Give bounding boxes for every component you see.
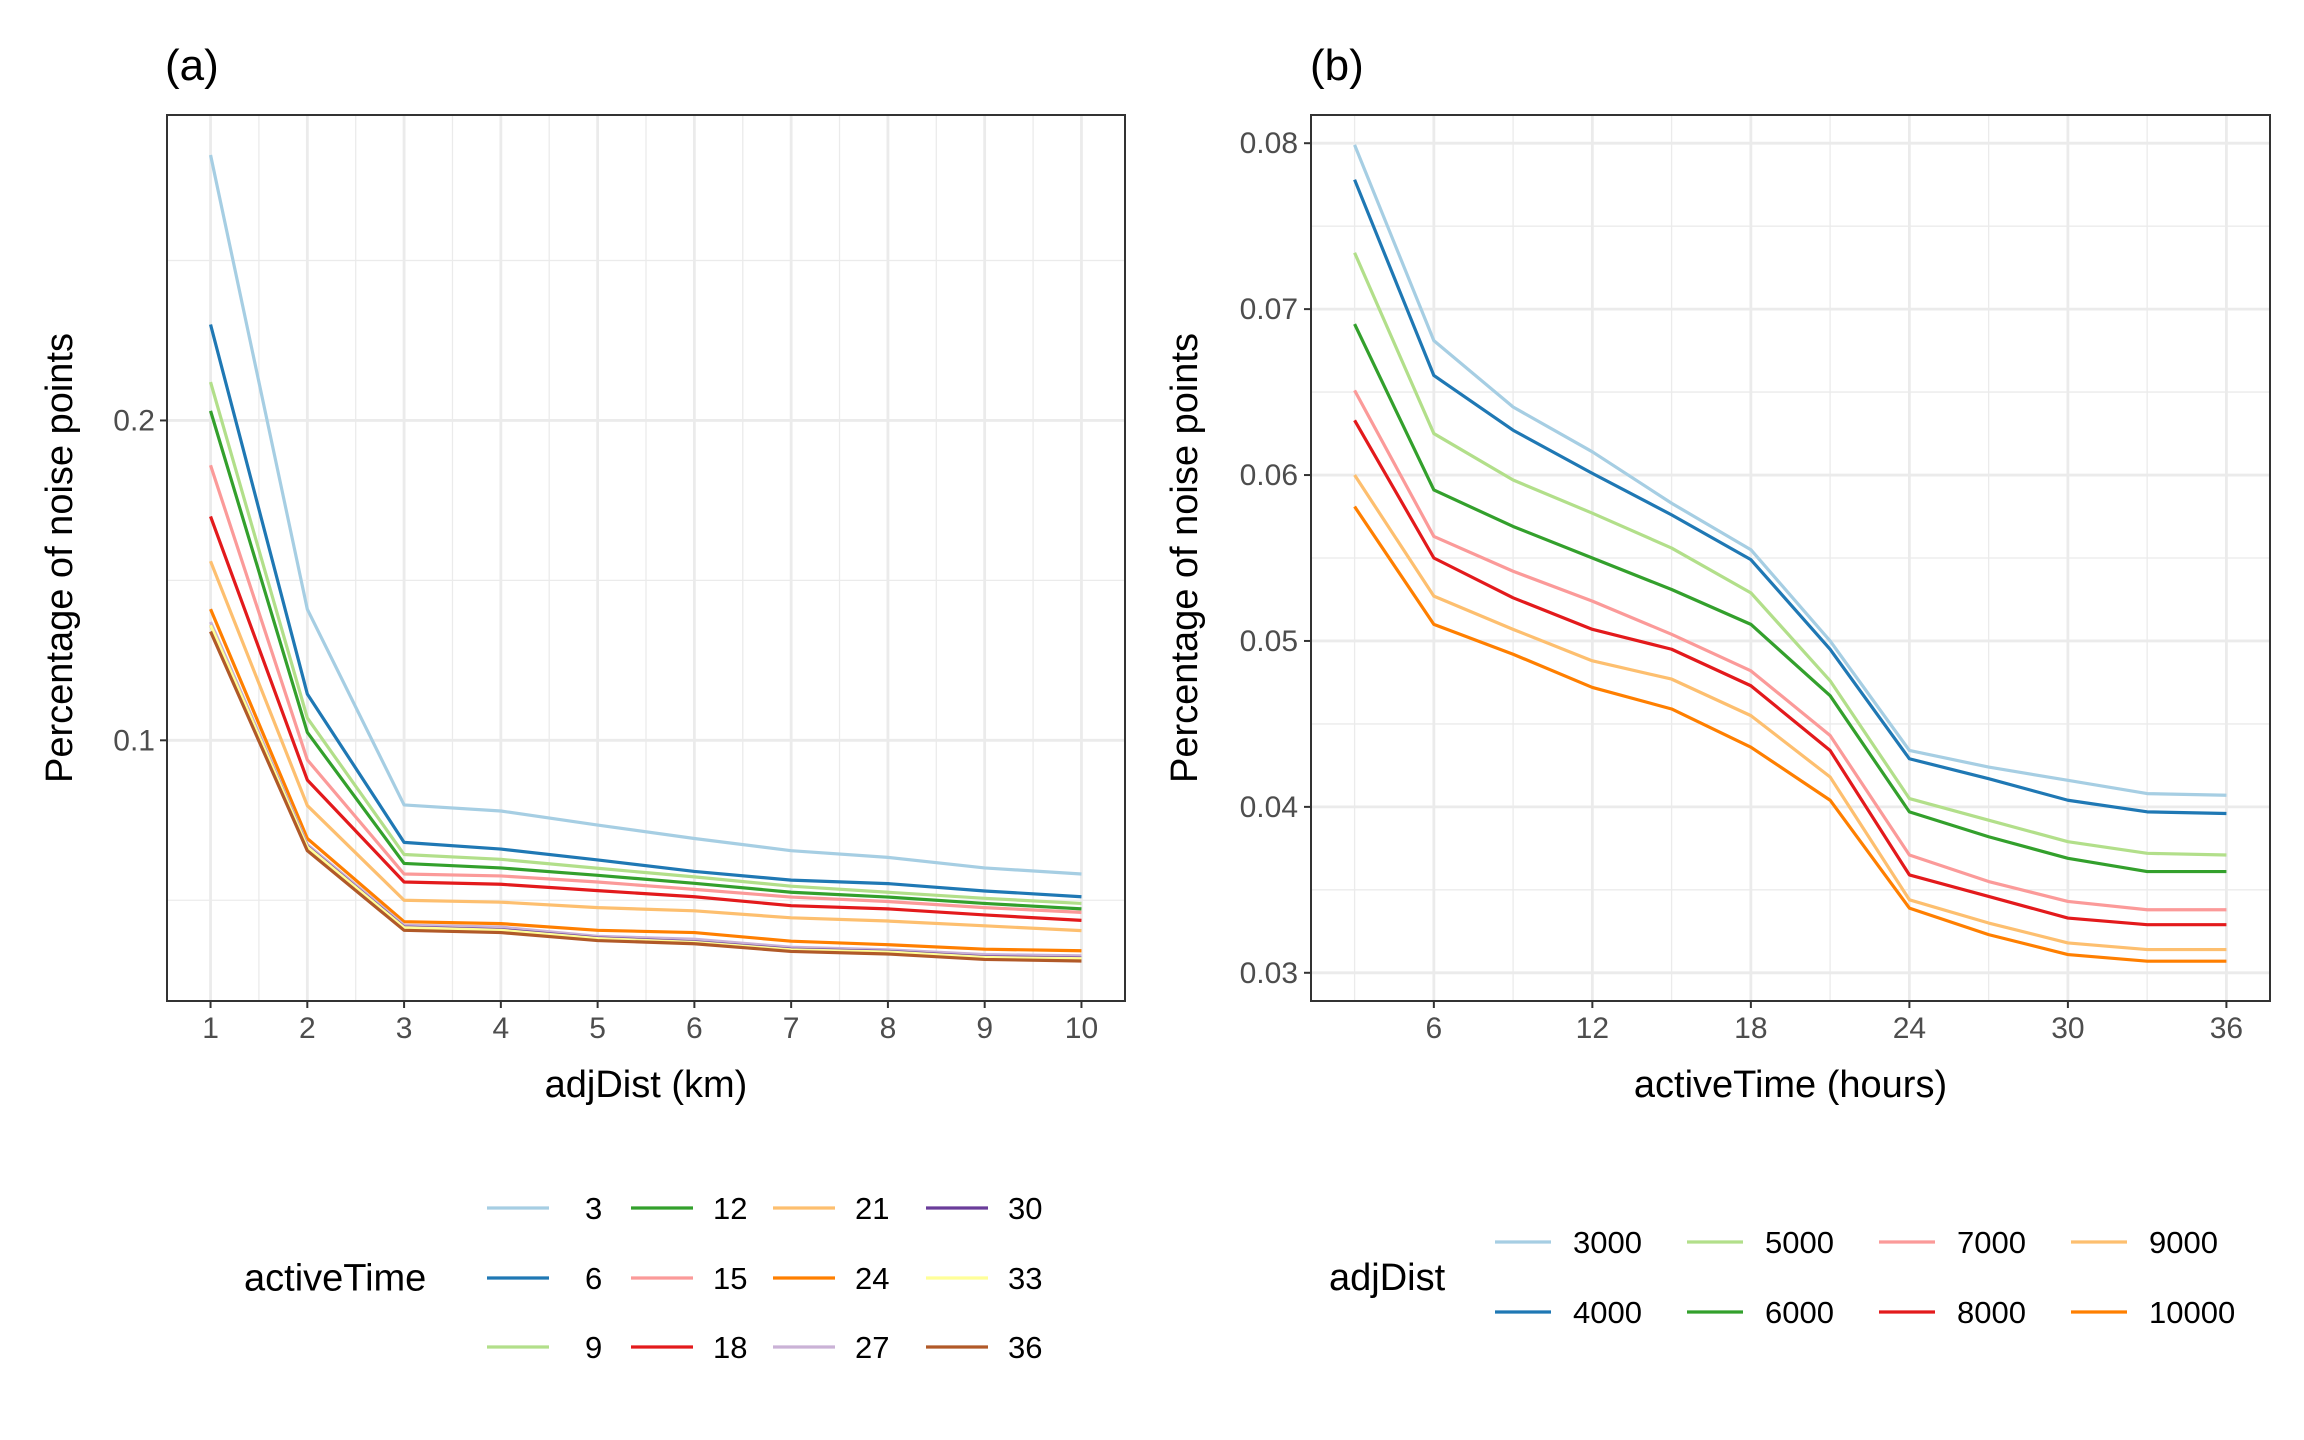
- x-tick-label: 24: [1893, 1012, 1926, 1045]
- legend-label: 21: [855, 1191, 889, 1226]
- legend-item: 15: [631, 1261, 747, 1296]
- legend-label: 6: [585, 1261, 602, 1296]
- series-line-15: [209, 464, 1082, 914]
- legend-label: 30: [1008, 1191, 1042, 1226]
- panel-border: [166, 114, 1126, 1002]
- legend-label: 8000: [1957, 1295, 2026, 1330]
- legend-item: 9: [487, 1330, 602, 1365]
- legend-label: 9: [585, 1330, 602, 1365]
- legend-item: 18: [631, 1330, 747, 1365]
- legend-label: 24: [855, 1261, 889, 1296]
- series-line-6000: [1353, 323, 2227, 874]
- x-tick-label: 9: [976, 1012, 993, 1045]
- series-line-6: [208, 324, 1082, 899]
- x-tick-label: 2: [299, 1012, 316, 1045]
- legend-label: 9000: [2149, 1225, 2218, 1260]
- legend-title: activeTime: [244, 1258, 426, 1300]
- x-tick-label: 8: [880, 1012, 897, 1045]
- y-tick-label: 0.07: [1240, 293, 1298, 326]
- series-line-8000: [1353, 419, 2227, 927]
- series-line-5000: [1353, 252, 2227, 857]
- y-axis-title: Percentage of noise points: [1164, 333, 1206, 783]
- legend-item: 36: [926, 1330, 1042, 1365]
- x-tick-label: 36: [2210, 1012, 2243, 1045]
- series-line-7000: [1353, 389, 2227, 912]
- legend-label: 36: [1008, 1330, 1042, 1365]
- y-tick-label: 0.05: [1240, 625, 1298, 658]
- x-tick-label: 3: [396, 1012, 413, 1045]
- legend-label: 18: [713, 1330, 747, 1365]
- panel-label: (b): [1310, 41, 1364, 90]
- legend-label: 5000: [1765, 1225, 1834, 1260]
- legend-label: 6000: [1765, 1295, 1834, 1330]
- series-line-21: [209, 560, 1082, 933]
- y-axis-title: Percentage of noise points: [39, 333, 81, 783]
- panel-border: [1310, 114, 2271, 1002]
- series-line-3000: [1353, 144, 2227, 797]
- y-tick-label: 0.04: [1240, 791, 1298, 824]
- legend-item: 3: [487, 1191, 602, 1226]
- legend-title: adjDist: [1329, 1257, 1446, 1299]
- x-tick-label: 4: [493, 1012, 510, 1045]
- panel-label: (a): [165, 41, 219, 90]
- legend-item: 8000: [1879, 1295, 2026, 1330]
- legend-label: 33: [1008, 1261, 1042, 1296]
- x-tick-label: 6: [1426, 1012, 1443, 1045]
- legend-item: 21: [773, 1191, 889, 1226]
- series-line-4000: [1353, 179, 2227, 816]
- x-axis-title: activeTime (hours): [1634, 1064, 1947, 1106]
- series-line-9: [209, 381, 1082, 906]
- series-line-36: [209, 630, 1082, 963]
- series-line-10000: [1353, 505, 2227, 963]
- series-line-9000: [1353, 474, 2227, 952]
- legend: adjDist 3000 4000 5000 6000 7000 8000 9000 10000: [1329, 1225, 2235, 1330]
- y-tick-label: 0.2: [113, 404, 155, 437]
- legend-item: 3000: [1495, 1225, 1642, 1260]
- legend-label: 3: [585, 1191, 602, 1226]
- x-tick-label: 1: [202, 1012, 219, 1045]
- x-axis-title: adjDist (km): [545, 1064, 748, 1106]
- y-tick-label: 0.08: [1240, 127, 1298, 160]
- legend-label: 7000: [1957, 1225, 2026, 1260]
- x-tick-label: 18: [1734, 1012, 1767, 1045]
- legend-label: 10000: [2149, 1295, 2235, 1330]
- legend-label: 27: [855, 1330, 889, 1365]
- legend-item: 9000: [2071, 1225, 2218, 1260]
- legend-item: 4000: [1495, 1295, 1642, 1330]
- legend-item: 12: [631, 1191, 747, 1226]
- x-tick-label: 12: [1576, 1012, 1609, 1045]
- legend-item: 24: [773, 1261, 889, 1296]
- legend-item: 27: [773, 1330, 889, 1365]
- legend-label: 4000: [1573, 1295, 1642, 1330]
- legend-item: 33: [926, 1261, 1042, 1296]
- series-line-18: [209, 515, 1082, 922]
- legend-item: 6: [487, 1261, 602, 1296]
- series-line-12: [209, 410, 1082, 911]
- x-tick-label: 30: [2051, 1012, 2084, 1045]
- y-tick-label: 0.06: [1240, 459, 1298, 492]
- legend-item: 7000: [1879, 1225, 2026, 1260]
- legend-item: 6000: [1687, 1295, 1834, 1330]
- series-line-24: [209, 608, 1082, 953]
- legend-item: 30: [926, 1191, 1042, 1226]
- x-tick-label: 10: [1065, 1012, 1098, 1045]
- legend-item: 10000: [2071, 1295, 2235, 1330]
- series-line-3: [208, 154, 1082, 876]
- y-tick-label: 0.03: [1240, 957, 1298, 990]
- x-tick-label: 5: [589, 1012, 606, 1045]
- panel-b: 0.03 0.04 0.05 0.06 0.07 0.08 6 12 18 24 30 36 activ…: [1164, 41, 2271, 1330]
- x-tick-label: 7: [783, 1012, 800, 1045]
- legend-label: 15: [713, 1261, 747, 1296]
- legend-label: 12: [713, 1191, 747, 1226]
- x-tick-label: 6: [686, 1012, 703, 1045]
- y-tick-label: 0.1: [113, 724, 155, 757]
- legend-item: 5000: [1687, 1225, 1834, 1260]
- legend-label: 3000: [1573, 1225, 1642, 1260]
